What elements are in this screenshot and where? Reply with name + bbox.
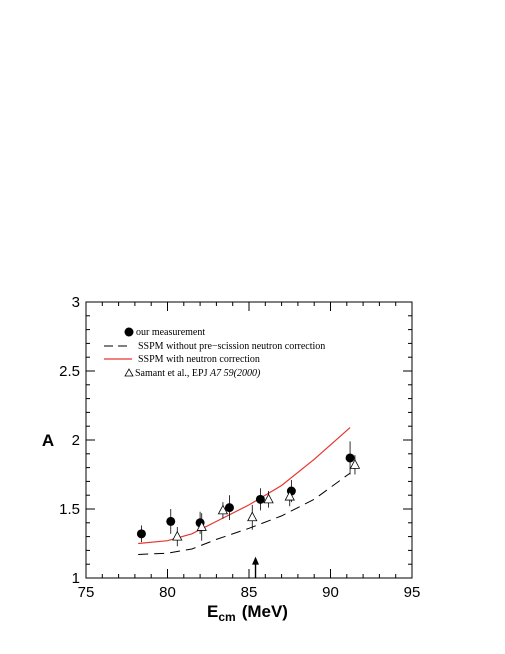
y-tick-label: 3: [72, 294, 80, 311]
ticks: [85, 301, 413, 579]
y-tick-label: 2: [72, 432, 80, 449]
y-tick-label: 2.5: [59, 363, 80, 380]
curves: [138, 427, 351, 555]
legend-label-samant: Samant et al., EPJ A7 59(2000): [135, 368, 261, 379]
point-samant: [247, 511, 258, 522]
legend-label-measurement: our measurement: [136, 327, 205, 338]
legend-marker-samant: [124, 368, 134, 377]
x-axis-title-sub: cm: [218, 610, 235, 624]
point-samant: [172, 530, 183, 541]
x-tick-label: 85: [241, 584, 258, 601]
curve-sspm_red: [138, 427, 351, 545]
legend-label-dashed: SSPM without pre−scission neutron correc…: [138, 341, 325, 352]
point-measurement: [224, 503, 234, 513]
x-tick-label: 80: [159, 584, 176, 601]
point-measurement: [255, 494, 265, 504]
legend-label-samant-ref: A7 59(2000): [209, 368, 261, 379]
legend: our measurement SSPM without pre−scissio…: [104, 327, 325, 379]
tick-labels: 75 80 85 90 95 1 1.5 2 2.5 3: [59, 294, 420, 601]
y-tick-label: 1.5: [59, 501, 80, 518]
x-axis-title: Ecm (MeV): [207, 602, 288, 624]
x-tick-label: 90: [322, 584, 339, 601]
point-measurement: [136, 529, 146, 539]
legend-label-red: SSPM with neutron correction: [138, 354, 260, 365]
point-samant: [349, 458, 361, 469]
point-samant: [196, 521, 207, 531]
point-measurement: [166, 516, 176, 526]
y-tick-label: 1: [72, 570, 80, 587]
point-samant: [284, 490, 295, 501]
markers: [136, 441, 361, 547]
energy-arrow: [252, 556, 260, 578]
legend-label-samant-text: Samant et al., EPJ: [135, 368, 210, 379]
curve-ssmp_dashed: [138, 472, 351, 555]
y-axis-title: A: [42, 431, 54, 450]
x-tick-label: 95: [404, 584, 421, 601]
point-samant: [263, 493, 274, 504]
point-samant: [217, 504, 229, 515]
x-axis-title-unit: (MeV): [242, 602, 288, 621]
legend-marker-measurement: [124, 327, 134, 337]
point-measurement: [345, 453, 355, 463]
arrow-head: [252, 556, 260, 565]
x-axis-title-main: E: [207, 602, 218, 621]
x-tick-label: 75: [78, 584, 95, 601]
